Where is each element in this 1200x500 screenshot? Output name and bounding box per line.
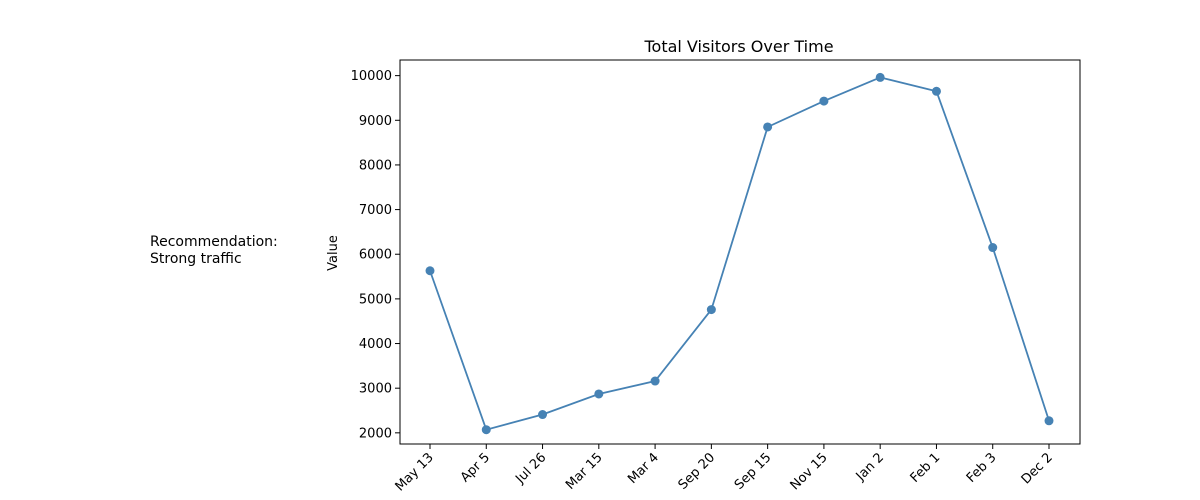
- y-tick-label: 10000: [351, 69, 392, 84]
- data-point: [1045, 416, 1054, 425]
- data-point: [426, 266, 435, 275]
- x-tick-label: Nov 15: [788, 450, 831, 493]
- data-point: [819, 97, 828, 106]
- y-tick-label: 8000: [359, 158, 392, 173]
- data-point: [482, 425, 491, 434]
- data-point: [651, 377, 660, 386]
- y-tick-label: 2000: [359, 426, 392, 441]
- series-line: [430, 77, 1049, 429]
- x-tick-label: Jul 26: [512, 450, 549, 487]
- y-tick-label: 7000: [359, 203, 392, 218]
- data-point: [707, 305, 716, 314]
- x-tick-label: Sep 20: [676, 450, 719, 493]
- plot-frame: [400, 60, 1080, 444]
- data-point: [876, 73, 885, 82]
- x-tick-label: Sep 15: [732, 450, 775, 493]
- x-tick-label: Feb 3: [964, 450, 1000, 486]
- y-axis: 2000 3000 4000 5000 6000 7000 8000 9000 10000: [351, 69, 400, 441]
- x-tick-label: May 13: [393, 450, 437, 494]
- data-point: [988, 243, 997, 252]
- series-group: [426, 73, 1054, 434]
- x-tick-label: Mar 4: [625, 450, 662, 487]
- y-tick-label: 4000: [359, 337, 392, 352]
- data-point: [594, 389, 603, 398]
- y-tick-label: 5000: [359, 292, 392, 307]
- data-point: [763, 122, 772, 131]
- x-tick-label: Feb 1: [908, 450, 944, 486]
- x-tick-label: Jan 2: [853, 450, 887, 484]
- x-tick-label: Dec 2: [1019, 450, 1056, 487]
- y-tick-label: 6000: [359, 248, 392, 263]
- x-tick-label: Apr 5: [458, 450, 493, 485]
- y-tick-label: 3000: [359, 382, 392, 397]
- y-tick-label: 9000: [359, 114, 392, 129]
- data-point: [932, 87, 941, 96]
- x-tick-label: Mar 15: [563, 450, 606, 493]
- x-axis: May 13 Apr 5 Jul 26 Mar 15 Mar 4 Sep 20 Sep 15…: [393, 444, 1056, 494]
- y-axis-label: Value: [326, 235, 341, 271]
- chart-title: Total Visitors Over Time: [643, 37, 833, 56]
- data-point: [538, 410, 547, 419]
